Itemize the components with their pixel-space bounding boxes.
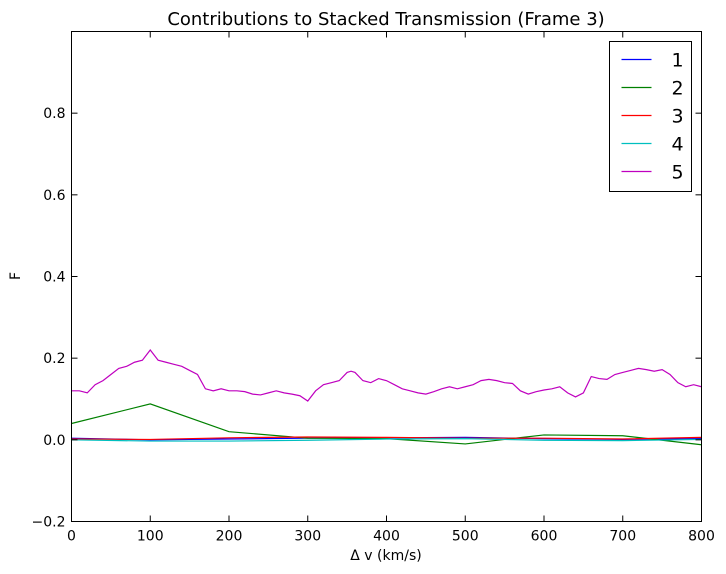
x-tick-label: 600 — [531, 529, 558, 545]
legend-label-5: 5 — [672, 162, 684, 184]
x-tick-label: 500 — [452, 529, 479, 545]
legend-label-3: 3 — [672, 106, 684, 128]
y-tick-label: −0.2 — [32, 515, 66, 531]
plot-series — [72, 350, 702, 445]
x-tick-label: 200 — [216, 529, 243, 545]
y-tick-label: 0.8 — [43, 106, 65, 122]
x-tick-label: 700 — [609, 529, 636, 545]
legend-label-4: 4 — [672, 134, 684, 156]
legend: 1 2 3 4 5 — [610, 42, 692, 192]
x-axis-label: Δ v (km/s) — [350, 548, 421, 564]
legend-label-2: 2 — [672, 78, 684, 100]
chart-title: Contributions to Stacked Transmission (F… — [167, 9, 604, 30]
x-tick-label: 800 — [688, 529, 715, 545]
y-axis-label: F — [8, 272, 24, 280]
legend-label-1: 1 — [672, 50, 684, 72]
y-tick-label: 0.6 — [43, 188, 65, 204]
series-line-5 — [72, 350, 702, 401]
y-tick-label: 0.4 — [43, 270, 65, 286]
y-tick-label: 0.2 — [43, 351, 65, 367]
x-tick-label: 0 — [67, 529, 76, 545]
x-tick-label: 400 — [373, 529, 400, 545]
x-tick-label: 300 — [294, 529, 321, 545]
x-tick-label: 100 — [137, 529, 164, 545]
y-tick-label: 0.0 — [43, 433, 65, 449]
plot-frame — [72, 32, 702, 522]
